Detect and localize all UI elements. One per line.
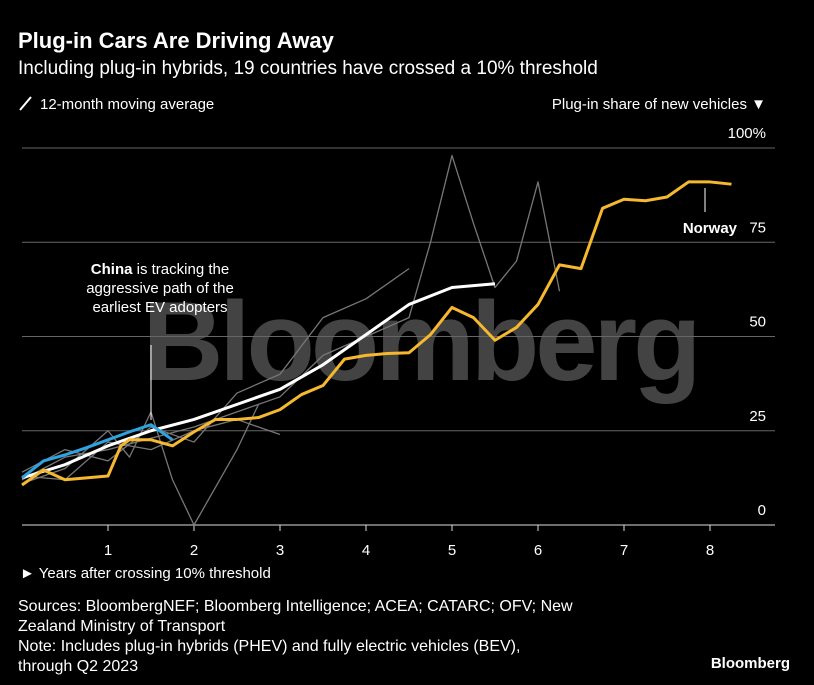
x-tick-label: 4 <box>362 542 370 559</box>
y-tick-label: 100% <box>728 125 766 142</box>
y-axis-label: Plug-in share of new vehicles ▼ <box>552 96 766 113</box>
note-line: Note: Includes plug-in hybrids (PHEV) an… <box>18 638 520 655</box>
source-line: Zealand Ministry of Transport <box>18 618 226 635</box>
series-label: Norway <box>683 220 738 237</box>
legend-icon <box>19 96 32 111</box>
y-tick-label: 25 <box>749 408 766 425</box>
x-tick-label: 5 <box>448 542 456 559</box>
y-tick-label: 75 <box>749 219 766 236</box>
x-tick-label: 6 <box>534 542 542 559</box>
legend-note: 12-month moving average <box>40 96 214 113</box>
annotation-text: earliest EV adopters <box>92 299 227 316</box>
note-line: through Q2 2023 <box>18 658 138 675</box>
series-line <box>21 423 174 480</box>
series-line <box>21 180 732 487</box>
logo: Bloomberg <box>711 655 790 672</box>
x-tick-label: 7 <box>620 542 628 559</box>
series-line <box>21 282 496 480</box>
y-tick-label: 0 <box>758 502 766 519</box>
x-tick-label: 2 <box>190 542 198 559</box>
chart-title: Plug-in Cars Are Driving Away <box>18 28 335 53</box>
annotation-text: aggressive path of the <box>86 280 234 297</box>
plot-area: 0 25 50 75 100% 1 2 3 4 5 6 7 8 <box>21 125 775 559</box>
x-axis-label: ► Years after crossing 10% threshold <box>20 565 271 582</box>
x-tick-label: 1 <box>104 542 112 559</box>
x-tick-label: 3 <box>276 542 284 559</box>
chart-subtitle: Including plug-in hybrids, 19 countries … <box>18 58 598 79</box>
annotation: China is tracking the <box>91 261 229 278</box>
series-line <box>21 418 281 481</box>
annotation-label: China <box>91 261 133 278</box>
source-line: Sources: BloombergNEF; Bloomberg Intelli… <box>18 598 573 615</box>
annotation-text: is tracking the <box>137 261 230 278</box>
y-tick-label: 50 <box>749 314 766 331</box>
x-tick-label: 8 <box>706 542 714 559</box>
